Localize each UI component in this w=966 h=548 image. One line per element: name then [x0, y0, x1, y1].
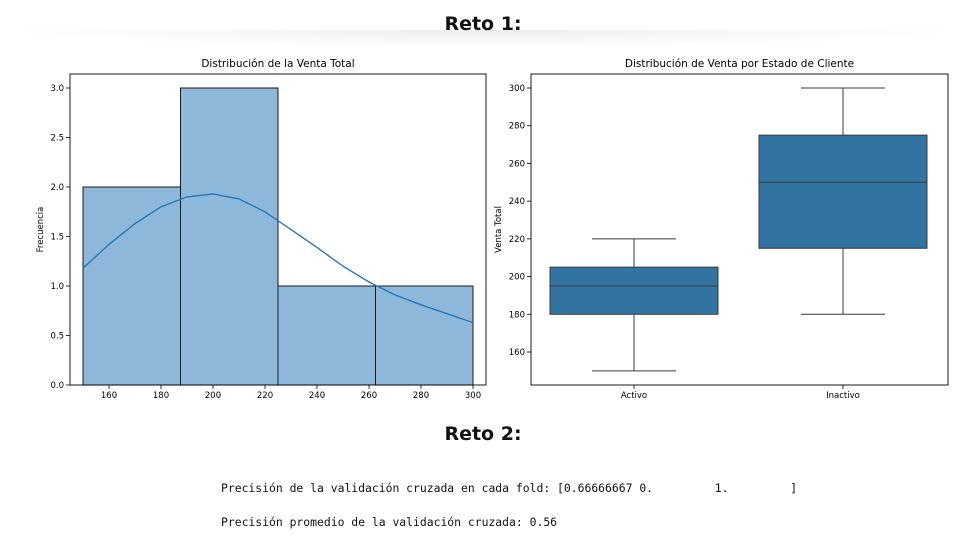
hist-xtick-label: 240 [309, 391, 325, 401]
hist-xtick-label: 220 [257, 391, 273, 401]
hist-xtick-label: 280 [413, 391, 429, 401]
box-ytick-label: 180 [509, 310, 525, 320]
reto-1-heading: Reto 1: [444, 13, 522, 35]
box-xtick-label: Inactivo [826, 391, 860, 401]
cv-fold-line: Precisión de la validación cruzada en ca… [221, 481, 798, 495]
hist-ytick-label: 2.0 [50, 183, 64, 193]
hist-frame [69, 73, 487, 386]
box-0 [549, 266, 719, 315]
hist-xtick-label: 200 [205, 391, 221, 401]
box-ylabel: Venta Total [494, 206, 504, 253]
cv-output: Precisión de la validación cruzada en ca… [221, 463, 797, 548]
histogram-chart: 160 180 200 220 240 260 280 300 0.0 0.5 1.0 1.5 2.0 2… [36, 58, 949, 401]
box-ytick-label: 200 [509, 273, 525, 283]
hist-xtick-label: 180 [153, 391, 169, 401]
box-ytick-label: 240 [509, 197, 525, 207]
hist-xtick-label: 300 [465, 391, 481, 401]
hist-bar-0 [82, 186, 181, 386]
box-ytick-label: 300 [509, 84, 525, 94]
reto-2-heading: Reto 2: [444, 423, 522, 445]
box-xtick-label: Activo [621, 391, 647, 401]
hist-bar-2 [277, 285, 376, 386]
hist-bar-1 [180, 87, 279, 386]
box-title: Distribución de Venta por Estado de Clie… [625, 58, 854, 70]
hist-xtick-label: 160 [101, 391, 117, 401]
hist-xtick-label: 260 [361, 391, 377, 401]
hist-ytick-label: 3.0 [50, 84, 64, 94]
box-frame [530, 73, 949, 386]
hist-title: Distribución de la Venta Total [201, 58, 354, 70]
cv-mean-line: Precisión promedio de la validación cruz… [221, 515, 558, 529]
hist-bar-3 [375, 285, 474, 386]
kde-line [82, 193, 474, 324]
box-1 [758, 134, 928, 249]
hist-ytick-label: 0.0 [50, 381, 64, 391]
hist-ytick-label: 2.5 [50, 134, 64, 144]
box-ytick-label: 160 [509, 348, 525, 358]
box-ytick-label: 220 [509, 235, 525, 245]
box-ytick-label: 260 [509, 159, 525, 169]
hist-ylabel: Frecuencia [36, 207, 46, 253]
hist-ytick-label: 0.5 [50, 332, 64, 342]
box-ytick-label: 280 [509, 122, 525, 132]
hist-ytick-label: 1.5 [50, 233, 64, 243]
hist-ytick-label: 1.0 [50, 282, 64, 292]
top-shadow [0, 30, 966, 48]
